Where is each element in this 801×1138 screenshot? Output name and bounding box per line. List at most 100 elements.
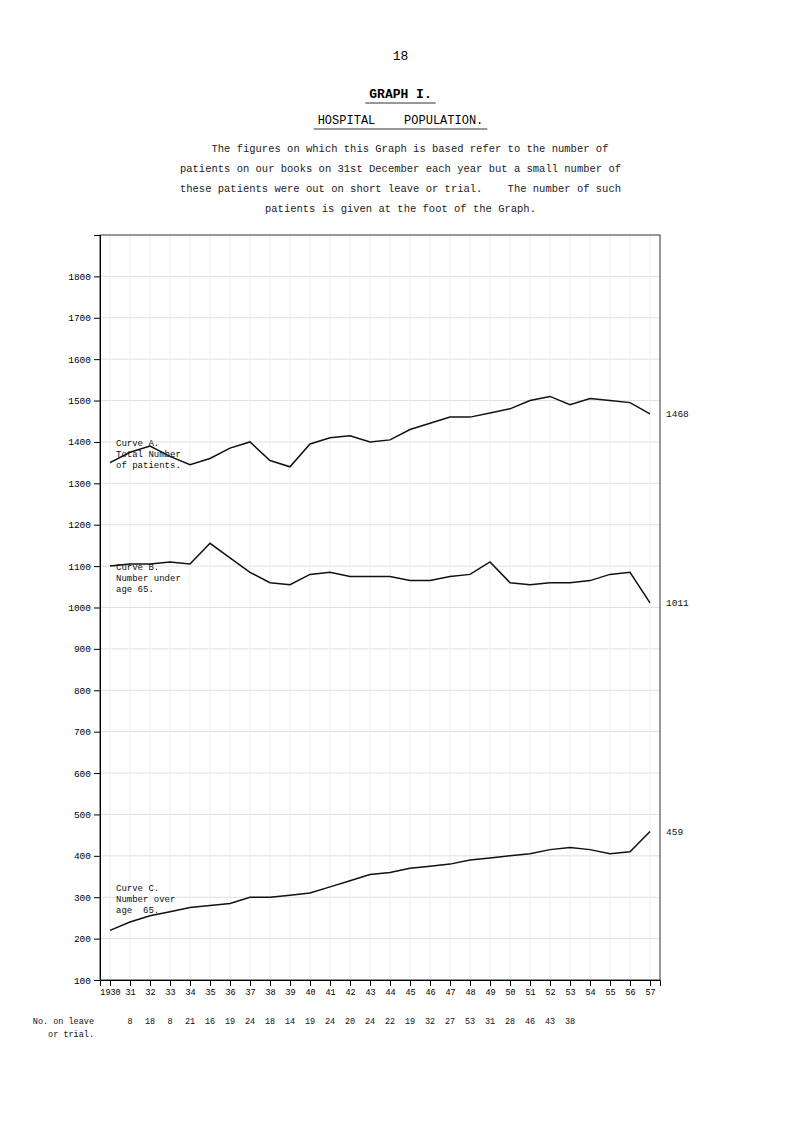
grid-line-x <box>450 235 451 980</box>
y-tick: 1500 <box>68 396 100 407</box>
x-tick-label: 37 <box>245 988 255 998</box>
x-tick: 33 <box>165 980 175 998</box>
leave-count: 18 <box>145 1017 155 1027</box>
grid-line-y <box>100 566 660 567</box>
x-tick-mark <box>110 980 111 986</box>
y-tick-mark <box>94 566 100 567</box>
x-tick-mark <box>550 980 551 986</box>
y-tick: 1200 <box>68 520 100 531</box>
series-line <box>110 543 650 603</box>
y-tick-mark <box>94 649 100 650</box>
x-tick: 38 <box>265 980 275 998</box>
grid-line-x <box>430 235 431 980</box>
grid-line-y <box>100 773 660 774</box>
y-tick-mark <box>94 690 100 691</box>
leave-count: 27 <box>445 1017 455 1027</box>
y-tick-mark <box>94 814 100 815</box>
y-tick: 500 <box>74 810 100 821</box>
x-tick: 44 <box>385 980 395 998</box>
leave-count: 24 <box>245 1017 255 1027</box>
x-tick-label: 36 <box>225 988 235 998</box>
x-tick: 53 <box>565 980 575 998</box>
y-tick-mark <box>94 442 100 443</box>
y-tick: 400 <box>74 851 100 862</box>
x-tick: 49 <box>485 980 495 998</box>
description: patients on our books on 31st December e… <box>180 163 621 175</box>
grid-line-x <box>170 235 171 980</box>
leave-count: 46 <box>525 1017 535 1027</box>
y-tick-mark <box>94 856 100 857</box>
x-tick: 57 <box>645 980 655 998</box>
annotations: Curve A.Total Numberof patients.Curve B.… <box>116 409 689 916</box>
y-tick-label: 1600 <box>68 355 91 366</box>
y-tick: 1800 <box>68 272 100 283</box>
x-tick: 52 <box>545 980 555 998</box>
x-tick-mark <box>230 980 231 986</box>
y-tick-label: 1500 <box>68 396 91 407</box>
text-line: Number over <box>116 895 175 905</box>
x-tick: 37 <box>245 980 255 998</box>
x-axis-line <box>101 981 661 987</box>
grid-line-x <box>530 235 531 980</box>
chart: 18 GRAPH I. HOSPITAL POPULATION. The figur… <box>0 0 801 1138</box>
subtitle: HOSPITAL POPULATION. <box>318 114 484 128</box>
y-tick-label: 1000 <box>68 603 91 614</box>
grid-line-x <box>630 235 631 980</box>
y-tick-label: 1800 <box>68 272 91 283</box>
grid-line-y <box>100 483 660 484</box>
x-tick: 46 <box>425 980 435 998</box>
x-tick-mark <box>290 980 291 986</box>
leave-count: 19 <box>305 1017 315 1027</box>
x-tick-label: 56 <box>625 988 635 998</box>
x-tick: 56 <box>625 980 635 998</box>
y-tick: 1600 <box>68 355 100 366</box>
x-tick-label: 44 <box>385 988 395 998</box>
x-tick: 43 <box>365 980 375 998</box>
grid-line-y <box>100 607 660 608</box>
text-line: of patients. <box>116 461 181 471</box>
text-line: Curve A. <box>116 439 159 449</box>
grid-line-y <box>100 276 660 277</box>
leave-count: 22 <box>385 1017 395 1027</box>
x-tick: 1930 <box>100 980 120 998</box>
title-underline <box>365 103 435 104</box>
y-tick-mark <box>94 401 100 402</box>
y-tick: 600 <box>74 769 100 780</box>
title: GRAPH I. <box>369 87 431 102</box>
plot-area: 1930313233343536373839404142434445464748… <box>33 235 689 1040</box>
x-tick-mark <box>450 980 451 986</box>
subtitle-underline <box>314 129 488 130</box>
grid-line-x <box>610 235 611 980</box>
x-tick: 45 <box>405 980 415 998</box>
grid-line-x <box>330 235 331 980</box>
x-tick-label: 49 <box>485 988 495 998</box>
text-line: No. on leave <box>33 1017 94 1027</box>
grid-line-x <box>270 235 271 980</box>
y-tick: 300 <box>74 893 100 904</box>
x-tick-label: 33 <box>165 988 175 998</box>
grid-line-x <box>470 235 471 980</box>
x-tick-mark <box>610 980 611 986</box>
grid-line-y <box>100 690 660 691</box>
grid-line-x <box>390 235 391 980</box>
x-tick-label: 41 <box>325 988 335 998</box>
grid-line-x <box>550 235 551 980</box>
leave-count: 38 <box>565 1017 575 1027</box>
grid-line-y <box>100 938 660 939</box>
x-tick-label: 51 <box>525 988 535 998</box>
grid-line-y <box>100 855 660 856</box>
leave-count: 18 <box>265 1017 275 1027</box>
description: The figures on which this Graph is based… <box>193 143 609 155</box>
x-tick-label: 53 <box>565 988 575 998</box>
leave-count: 20 <box>345 1017 355 1027</box>
x-tick-mark <box>170 980 171 986</box>
y-tick-mark <box>94 939 100 940</box>
grid-line-x <box>650 235 651 980</box>
grid-line-x <box>510 235 511 980</box>
x-tick-label: 46 <box>425 988 435 998</box>
x-tick-label: 1930 <box>100 988 120 998</box>
page-number: 18 <box>393 49 409 64</box>
y-tick-mark <box>94 483 100 484</box>
x-tick-label: 38 <box>265 988 275 998</box>
x-tick: 41 <box>325 980 335 998</box>
